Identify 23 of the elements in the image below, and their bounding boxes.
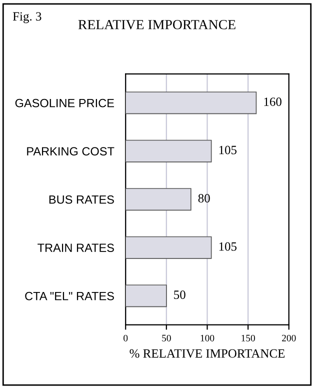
x-axis-title: % RELATIVE IMPORTANCE — [130, 349, 285, 358]
x-tick-label: 100 — [200, 334, 214, 342]
y-tick-label: CTA "EL" RATES — [25, 292, 114, 300]
bar — [126, 284, 167, 308]
chart-title: RELATIVE IMPORTANCE — [78, 20, 236, 30]
x-tick-label: 200 — [282, 334, 296, 342]
y-tick-label: PARKING COST — [27, 147, 114, 156]
data-label: 50 — [174, 290, 186, 299]
bar — [126, 92, 257, 114]
caption: Fig. 3 — [12, 12, 42, 24]
data-label: 80 — [198, 194, 210, 202]
y-tick-label: BUS RATES — [49, 195, 114, 204]
data-label: 105 — [219, 242, 237, 251]
y-tick-label: GASOLINE PRICE — [15, 98, 114, 108]
data-label: 160 — [264, 98, 282, 106]
x-tick-label: 0 — [124, 334, 128, 342]
bar — [126, 236, 212, 259]
bar — [126, 140, 212, 162]
x-tick-label: 150 — [242, 334, 255, 342]
bar — [126, 188, 192, 211]
y-tick-label: TRAIN RATES — [38, 244, 114, 252]
x-tick-label: 50 — [162, 334, 171, 342]
data-label: 105 — [219, 146, 237, 154]
